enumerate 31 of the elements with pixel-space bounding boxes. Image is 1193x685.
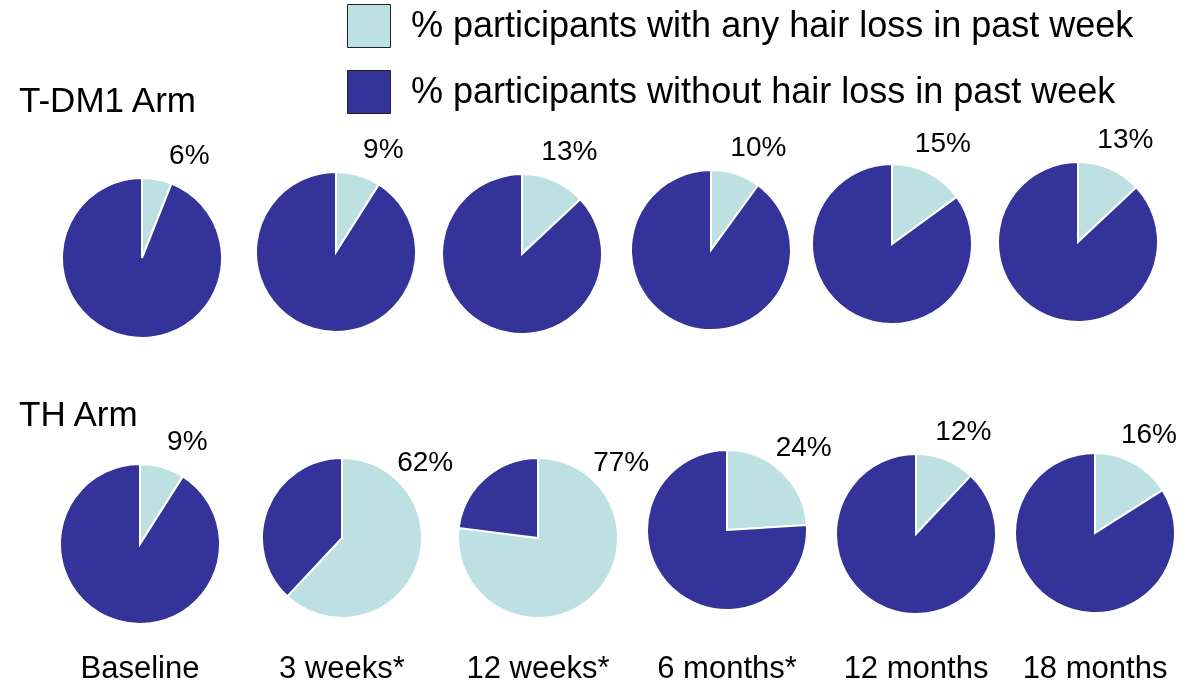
- text: 12 weeks*: [466, 650, 610, 685]
- pie-slice: [255, 171, 417, 333]
- pie-slice: [630, 169, 792, 331]
- text: 12 months: [843, 650, 989, 685]
- text: Baseline: [80, 650, 200, 685]
- text: 6 months*: [657, 650, 797, 685]
- pie-slice: [835, 453, 997, 615]
- data-label: 10%: [730, 131, 787, 163]
- data-label: 9%: [363, 133, 404, 165]
- data-label: 12%: [935, 415, 992, 447]
- data-label: 77%: [593, 446, 650, 478]
- data-label: 62%: [397, 446, 454, 478]
- text: 3 weeks*: [279, 650, 405, 685]
- data-label: 6%: [169, 139, 210, 171]
- data-label: 13%: [541, 135, 598, 167]
- chart-title: TH Arm: [19, 394, 138, 433]
- data-label: 9%: [167, 425, 208, 457]
- data-label: 15%: [914, 127, 971, 159]
- pie-slice: [61, 177, 223, 339]
- text: T-DM1 Arm: [19, 80, 196, 119]
- text: 18 months: [1022, 650, 1168, 685]
- pie-slice: [997, 161, 1159, 323]
- pie-slice: [59, 463, 221, 625]
- pie-slice: [441, 173, 603, 335]
- legend-label: % participants without hair loss in past week: [411, 70, 1117, 111]
- pie-slice: [1014, 452, 1176, 614]
- data-label: 16%: [1120, 417, 1177, 449]
- data-label: 24%: [775, 431, 832, 463]
- legend-label: % participants with any hair loss in past week: [411, 4, 1135, 45]
- data-label: 13%: [1097, 123, 1154, 155]
- pie-slice: [811, 163, 973, 325]
